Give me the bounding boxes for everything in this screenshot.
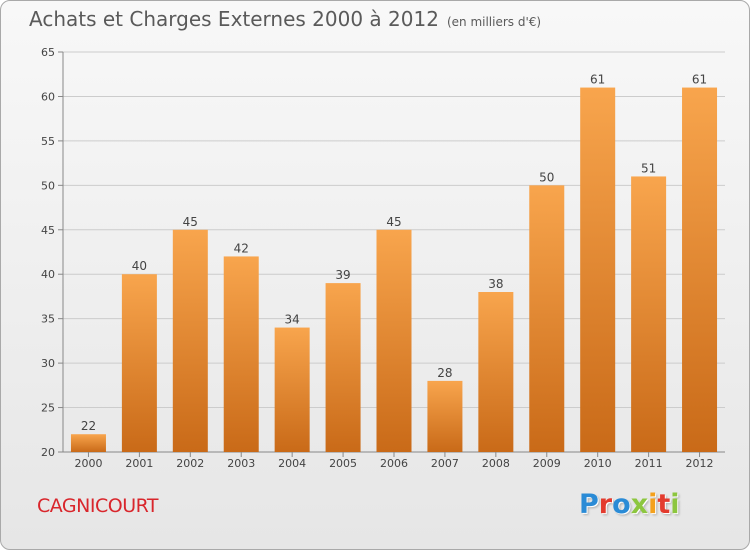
logo-letter: P: [579, 489, 599, 520]
x-tick-label: 2011: [635, 457, 663, 470]
x-tick-label: 2004: [278, 457, 306, 470]
y-tick-label: 55: [41, 135, 55, 148]
y-tick-label: 25: [41, 402, 55, 415]
chart-title-text: Achats et Charges Externes 2000 à 2012: [29, 7, 439, 31]
bar: [325, 283, 361, 452]
data-label: 50: [539, 170, 554, 184]
y-tick-label: 30: [41, 357, 55, 370]
logo-letter: i: [648, 489, 658, 520]
bar: [274, 327, 310, 452]
x-tick-label: 2007: [431, 457, 459, 470]
data-label: 61: [590, 73, 605, 87]
y-tick-label: 50: [41, 179, 55, 192]
bar: [121, 274, 157, 452]
x-tick-label: 2009: [533, 457, 561, 470]
y-tick-label: 35: [41, 313, 55, 326]
chart-title: Achats et Charges Externes 2000 à 2012 (e…: [29, 7, 541, 31]
bar: [580, 87, 616, 453]
bar: [631, 176, 667, 452]
x-tick-label: 2002: [176, 457, 204, 470]
bar: [70, 434, 106, 452]
x-tick-label: 2001: [125, 457, 153, 470]
y-tick-label: 45: [41, 224, 55, 237]
data-label: 39: [335, 268, 350, 282]
data-label: 22: [81, 419, 96, 433]
logo-letter: x: [630, 489, 649, 520]
bar: [478, 292, 514, 452]
axes: 20 25 30 35 40 45 50 55 60 65 2000 2001 2002 2003 2004…: [41, 46, 725, 470]
bar: [682, 87, 718, 453]
bar: [223, 256, 259, 452]
data-label: 61: [692, 73, 707, 87]
x-tick-label: 2012: [686, 457, 714, 470]
data-label: 38: [488, 277, 503, 291]
data-label: 45: [386, 215, 401, 229]
data-label: 40: [132, 259, 147, 273]
x-tick-label: 2010: [584, 457, 612, 470]
data-label: 51: [641, 161, 656, 175]
data-label: 42: [234, 241, 249, 255]
logo-letter: t: [657, 489, 671, 520]
chart-subtitle: (en milliers d'€): [446, 15, 542, 29]
bars: [70, 87, 718, 453]
data-labels: 22 40 45 42 34 39 45 28 38 50 61 51 61: [81, 73, 707, 434]
bar: [427, 380, 463, 452]
bar: [529, 185, 565, 453]
bar: [376, 229, 412, 452]
x-tick-label: 2006: [380, 457, 408, 470]
logo-letter: r: [598, 489, 613, 520]
x-tick-label: 2008: [482, 457, 510, 470]
proxiti-logo: Proxiti: [579, 489, 680, 520]
bar: [172, 229, 208, 452]
data-label: 34: [285, 313, 300, 327]
y-tick-label: 60: [41, 90, 55, 103]
x-tick-label: 2005: [329, 457, 357, 470]
logo-letter: o: [612, 489, 631, 520]
commune-name: CAGNICOURT: [37, 495, 159, 517]
y-tick-label: 40: [41, 268, 55, 281]
y-tick-label: 65: [41, 46, 55, 59]
logo-letter: i: [670, 489, 680, 520]
data-label: 45: [183, 215, 198, 229]
x-tick-label: 2003: [227, 457, 255, 470]
y-tick-label: 20: [41, 446, 55, 459]
x-tick-label: 2000: [74, 457, 102, 470]
data-label: 28: [437, 366, 452, 380]
